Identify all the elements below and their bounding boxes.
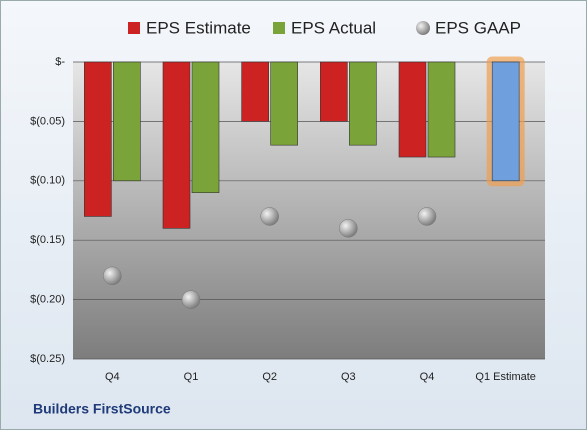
x-tick-label: Q2 [262,371,277,383]
legend-label: EPS Actual [291,18,376,37]
y-tick-label: $- [55,56,65,68]
y-tick-label: $(0.15) [30,234,65,246]
x-tick-label: Q1 [184,371,199,383]
x-tick-label: Q3 [341,371,356,383]
bar [84,61,112,217]
bar [427,61,456,158]
gaap-point [260,207,279,226]
bar [270,61,298,146]
bar [398,61,427,158]
legend-marker [273,22,285,34]
footer: Builders FirstSource [33,401,171,417]
bar [349,61,377,146]
bar [320,61,348,122]
bar [241,61,269,122]
bar [162,61,191,229]
plot-area [73,62,545,359]
highlight-glow [486,56,525,187]
y-tick-label: $(0.05) [30,115,65,127]
gaap-point [181,290,201,309]
y-tick-label: $(0.25) [30,353,65,365]
bar [113,61,141,182]
gaap-point [417,207,437,226]
x-tick-label: Q1 Estimate [475,371,536,383]
gaap-point [339,219,358,238]
x-tick-label: Q4 [105,371,120,383]
x-tick-label: Q4 [420,371,435,383]
legend-marker [416,21,430,35]
legend-label: EPS Estimate [146,18,251,37]
bar [191,61,220,193]
bar [491,61,520,182]
legend-marker [128,22,140,34]
y-tick-label: $(0.10) [30,175,65,187]
legend-label: EPS GAAP [435,18,521,37]
y-tick-label: $(0.20) [30,294,65,306]
gaap-point [103,266,122,286]
